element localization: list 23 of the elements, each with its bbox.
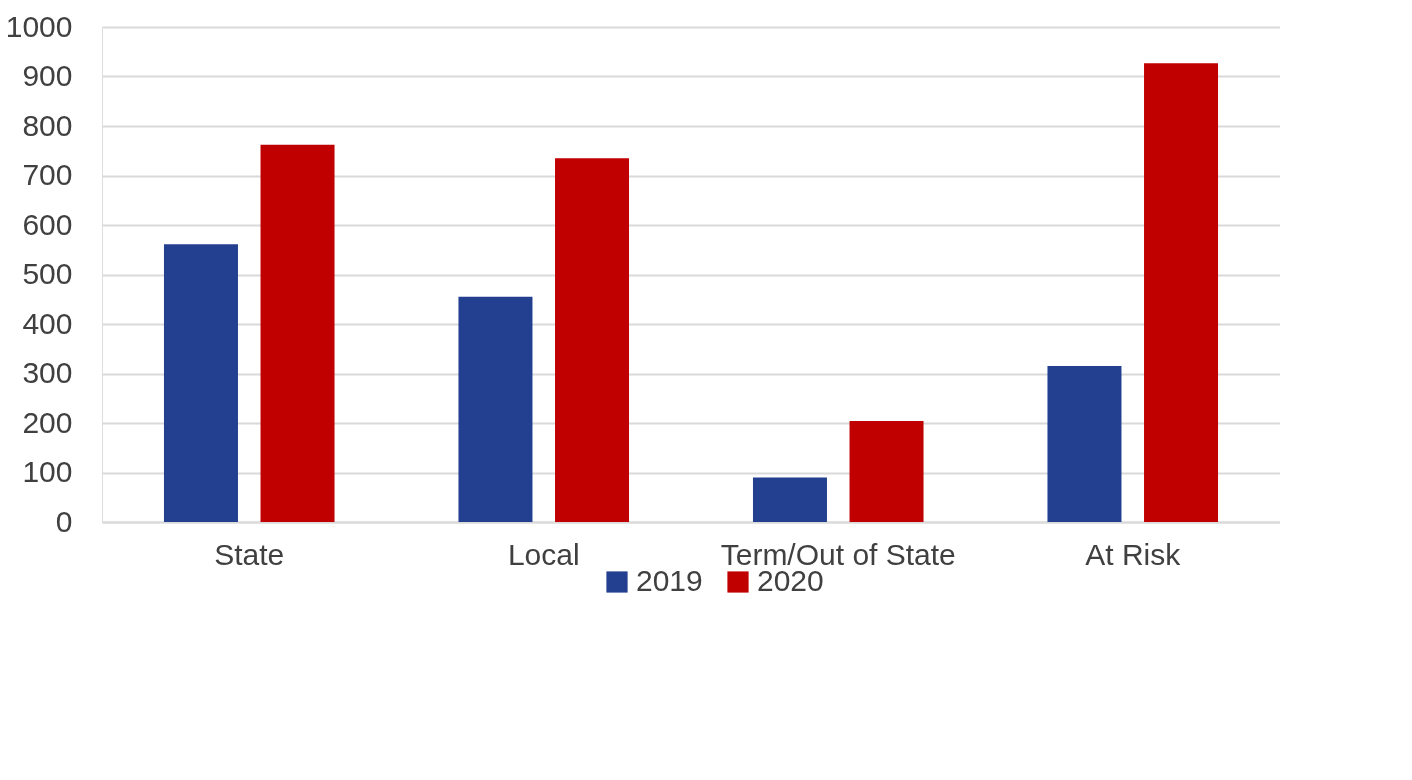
bar [1144, 63, 1219, 522]
bar [752, 477, 827, 522]
x-tick-label: State [214, 537, 285, 571]
y-tick-label: 300 [22, 356, 73, 389]
bar [849, 421, 924, 522]
y-tick-label: 100 [22, 455, 73, 488]
y-tick-label: 900 [22, 59, 73, 92]
y-tick-label: 1000 [5, 9, 73, 43]
y-tick-label: 400 [22, 306, 73, 340]
bar [260, 144, 335, 522]
y-tick-label: 800 [22, 108, 73, 142]
legend-label: 2019 [636, 564, 703, 597]
y-tick-label: 600 [22, 207, 73, 241]
x-tick-label: At Risk [1085, 537, 1182, 571]
y-tick-label: 0 [55, 504, 73, 538]
bar [555, 158, 630, 522]
bar [458, 296, 533, 522]
y-tick-label: 200 [22, 405, 73, 439]
y-tick-label: 700 [22, 158, 73, 191]
bar [163, 244, 238, 522]
y-tick-label: 500 [22, 257, 73, 290]
x-tick-label: Local [507, 537, 580, 571]
bar [1047, 366, 1122, 522]
